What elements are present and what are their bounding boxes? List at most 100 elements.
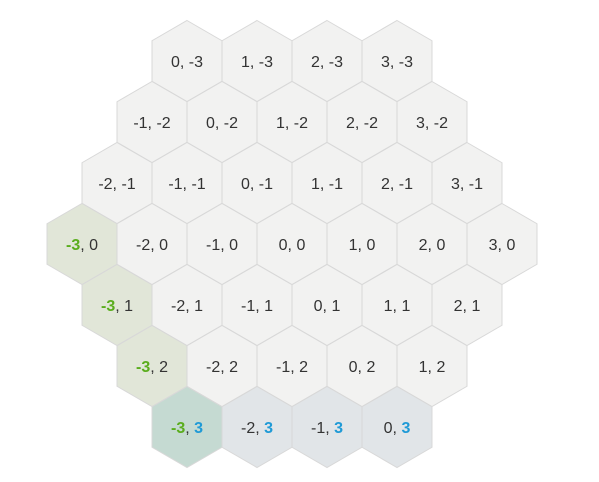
coord-q: 0 xyxy=(171,54,180,71)
hex-coordinate-label: -2, 2 xyxy=(206,359,238,376)
hex-coordinate-label: 2, 1 xyxy=(454,298,481,315)
coord-q: -2 xyxy=(136,237,150,254)
coord-r: 3 xyxy=(194,420,203,437)
coord-q: -1 xyxy=(133,115,147,132)
coord-r: 3 xyxy=(264,420,273,437)
coord-q: -1 xyxy=(311,420,325,437)
hex-coordinate-label: 0, 0 xyxy=(279,237,306,254)
coord-r: 1 xyxy=(124,298,133,315)
coord-q: -2 xyxy=(98,176,112,193)
hex-coordinate-label: 1, -1 xyxy=(311,176,343,193)
hex-coordinate-label: -1, 3 xyxy=(311,420,343,437)
coord-q: 0 xyxy=(279,237,288,254)
coord-q: 2 xyxy=(381,176,390,193)
coord-q: 3 xyxy=(489,237,498,254)
hex-coordinate-label: -2, 1 xyxy=(171,298,203,315)
coord-separator: , xyxy=(358,359,367,376)
coord-r: -2 xyxy=(156,115,170,132)
coord-r: -3 xyxy=(329,54,343,71)
hex-coordinate-label: 2, -3 xyxy=(311,54,343,71)
coord-r: -2 xyxy=(434,115,448,132)
coord-separator: , xyxy=(113,176,122,193)
coord-separator: , xyxy=(358,237,367,254)
hex-coordinate-label: -2, 3 xyxy=(241,420,273,437)
coord-q: 1 xyxy=(276,115,285,132)
coord-q: -3 xyxy=(66,237,80,254)
coord-q: 0 xyxy=(314,298,323,315)
coord-separator: , xyxy=(115,298,124,315)
coord-separator: , xyxy=(148,115,157,132)
coord-separator: , xyxy=(185,420,194,437)
hex-coordinate-label: -1, 2 xyxy=(276,359,308,376)
coord-r: 0 xyxy=(436,237,445,254)
coord-separator: , xyxy=(428,237,437,254)
coord-separator: , xyxy=(80,237,89,254)
coord-q: 3 xyxy=(381,54,390,71)
coord-r: -3 xyxy=(399,54,413,71)
coord-r: -3 xyxy=(189,54,203,71)
coord-q: -2 xyxy=(206,359,220,376)
coord-q: 1 xyxy=(419,359,428,376)
coord-separator: , xyxy=(288,237,297,254)
coord-r: 0 xyxy=(366,237,375,254)
coord-r: 2 xyxy=(159,359,168,376)
coord-r: 1 xyxy=(331,298,340,315)
coord-separator: , xyxy=(390,54,399,71)
coord-separator: , xyxy=(150,237,159,254)
coord-separator: , xyxy=(323,298,332,315)
hex-coordinate-label: 2, 0 xyxy=(419,237,446,254)
coord-r: 0 xyxy=(229,237,238,254)
coord-separator: , xyxy=(355,115,364,132)
hex-coordinate-label: -2, 0 xyxy=(136,237,168,254)
coord-separator: , xyxy=(185,298,194,315)
coord-separator: , xyxy=(215,115,224,132)
coord-separator: , xyxy=(180,54,189,71)
hex-coordinate-label: 0, -1 xyxy=(241,176,273,193)
hex-coordinate-label: 2, -1 xyxy=(381,176,413,193)
coord-q: 2 xyxy=(454,298,463,315)
hex-coordinate-label: 1, 1 xyxy=(384,298,411,315)
coord-r: 0 xyxy=(159,237,168,254)
coord-q: 1 xyxy=(384,298,393,315)
hex-coordinate-label: 3, -2 xyxy=(416,115,448,132)
coord-q: -2 xyxy=(171,298,185,315)
coord-r: 2 xyxy=(229,359,238,376)
hex-coordinate-label: -1, 0 xyxy=(206,237,238,254)
hex-coordinate-label: 1, 2 xyxy=(419,359,446,376)
coord-r: 2 xyxy=(366,359,375,376)
coord-r: -1 xyxy=(121,176,135,193)
coord-separator: , xyxy=(290,359,299,376)
coord-r: 2 xyxy=(299,359,308,376)
hex-coordinate-label: -3, 3 xyxy=(171,420,203,437)
coord-separator: , xyxy=(498,237,507,254)
coord-q: -1 xyxy=(206,237,220,254)
coord-q: -3 xyxy=(136,359,150,376)
coord-r: 0 xyxy=(89,237,98,254)
hex-coordinate-label: 0, -2 xyxy=(206,115,238,132)
coord-separator: , xyxy=(250,176,259,193)
hex-coordinate-label: 0, 3 xyxy=(384,420,411,437)
hex-coordinate-label: 3, 0 xyxy=(489,237,516,254)
hex-coordinate-label: 3, -3 xyxy=(381,54,413,71)
coord-q: 0 xyxy=(349,359,358,376)
hex-coordinate-label: -1, -2 xyxy=(133,115,170,132)
coord-r: -2 xyxy=(224,115,238,132)
hex-coordinate-label: -1, 1 xyxy=(241,298,273,315)
coord-r: 0 xyxy=(506,237,515,254)
coord-q: 3 xyxy=(416,115,425,132)
coord-q: 2 xyxy=(311,54,320,71)
coord-separator: , xyxy=(320,176,329,193)
coord-separator: , xyxy=(463,298,472,315)
hex-coordinate-label: 1, -2 xyxy=(276,115,308,132)
coord-separator: , xyxy=(460,176,469,193)
hex-coordinate-label: 0, -3 xyxy=(171,54,203,71)
coord-r: -1 xyxy=(329,176,343,193)
coord-separator: , xyxy=(150,359,159,376)
coord-q: 2 xyxy=(419,237,428,254)
hex-coordinate-label: 1, 0 xyxy=(349,237,376,254)
coord-separator: , xyxy=(183,176,192,193)
hex-coordinate-label: 1, -3 xyxy=(241,54,273,71)
coord-separator: , xyxy=(250,54,259,71)
coord-r: 3 xyxy=(401,420,410,437)
